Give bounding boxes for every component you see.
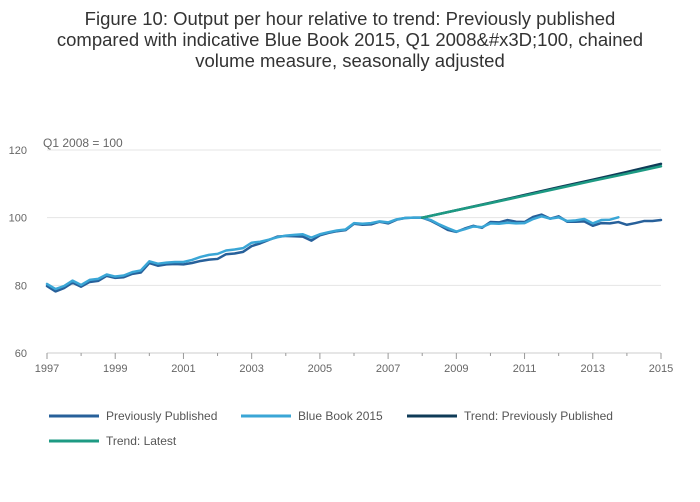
series-lines — [45, 162, 663, 293]
chart-title: Figure 10: Output per hour relative to t… — [0, 8, 700, 71]
x-tick-label-2003: 2003 — [239, 363, 263, 375]
x-tick-label-1997: 1997 — [35, 363, 59, 375]
chart-title-line-2: compared with indicative Blue Book 2015,… — [56, 29, 644, 50]
series-line-previously-published — [45, 213, 663, 293]
legend-label-trend-previously-published: Trend: Previously Published — [464, 409, 613, 423]
x-tick-label-2009: 2009 — [444, 363, 468, 375]
legend-item-trend-previously-published[interactable]: Trend: Previously Published — [407, 409, 613, 423]
y-tick-label-60: 60 — [15, 348, 27, 360]
x-tick-label-2005: 2005 — [308, 363, 332, 375]
y-tick-label-80: 80 — [15, 280, 27, 292]
y-tick-label-100: 100 — [9, 213, 27, 225]
x-tick-label-2015: 2015 — [649, 363, 673, 375]
y-tick-label-120: 120 — [9, 145, 27, 157]
chart-title-line-1: Figure 10: Output per hour relative to t… — [84, 8, 616, 29]
x-tick-label-1999: 1999 — [103, 363, 127, 375]
x-tick-label-2001: 2001 — [171, 363, 195, 375]
x-tick-label-2007: 2007 — [376, 363, 400, 375]
legend-label-trend-latest: Trend: Latest — [106, 434, 177, 448]
legend-item-trend-latest[interactable]: Trend: Latest — [49, 434, 177, 448]
series-line-trend-latest — [420, 164, 663, 219]
x-tick-label-2013: 2013 — [581, 363, 605, 375]
legend-label-blue-book-2015: Blue Book 2015 — [298, 409, 383, 423]
series-line-blue-book-2015 — [45, 215, 620, 291]
x-tick-label-2011: 2011 — [513, 363, 537, 375]
axes: 60 80 100 120 1997 1999 2001 2003 2005 2007 2009 20… — [9, 145, 674, 375]
grid-lines — [47, 149, 661, 286]
chart-title-line-3: volume measure, seasonally adjusted — [195, 50, 505, 71]
legend: Previously Published Blue Book 2015 Trend:… — [49, 409, 613, 448]
y-unit-label: Q1 2008 = 100 — [43, 136, 123, 150]
legend-item-previously-published[interactable]: Previously Published — [49, 409, 217, 423]
legend-item-blue-book-2015[interactable]: Blue Book 2015 — [241, 409, 383, 423]
legend-label-previously-published: Previously Published — [106, 409, 217, 423]
